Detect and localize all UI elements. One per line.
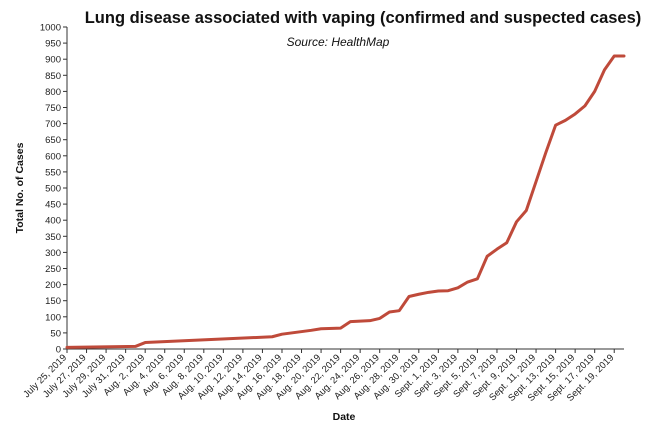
series-line-0	[65, 54, 626, 349]
y-tick-label: 800	[45, 87, 61, 98]
y-tick-label: 950	[45, 39, 61, 50]
y-tick-label: 0	[56, 345, 61, 356]
y-tick-label: 650	[45, 135, 61, 146]
y-tick-label: 150	[45, 296, 61, 307]
y-tick-label: 850	[45, 71, 61, 82]
chart-title: Lung disease associated with vaping (con…	[85, 9, 642, 27]
y-tick-label: 250	[45, 264, 61, 275]
y-tick-label: 600	[45, 151, 61, 162]
y-tick-label: 200	[45, 280, 61, 291]
y-tick-label: 100	[45, 312, 61, 323]
y-tick-label: 300	[45, 248, 61, 259]
y-tick-label: 50	[50, 328, 61, 339]
y-tick-label: 900	[45, 55, 61, 66]
y-axis-label: Total No. of Cases	[14, 142, 26, 233]
chart-subtitle: Source: HealthMap	[287, 35, 390, 49]
series-group	[65, 54, 626, 349]
y-axis: 0 50 100 150 200 250 300 350 400 450 500 550 600 650 7…	[40, 23, 68, 356]
x-axis-label: Date	[333, 411, 356, 423]
y-tick-label: 400	[45, 216, 61, 227]
y-tick-label: 750	[45, 103, 61, 114]
y-tick-label: 450	[45, 200, 61, 211]
y-tick-label: 700	[45, 119, 61, 130]
y-tick-label: 1000	[40, 23, 61, 34]
y-tick-label: 350	[45, 232, 61, 243]
y-tick-label: 550	[45, 167, 61, 178]
y-tick-label: 500	[45, 184, 61, 195]
